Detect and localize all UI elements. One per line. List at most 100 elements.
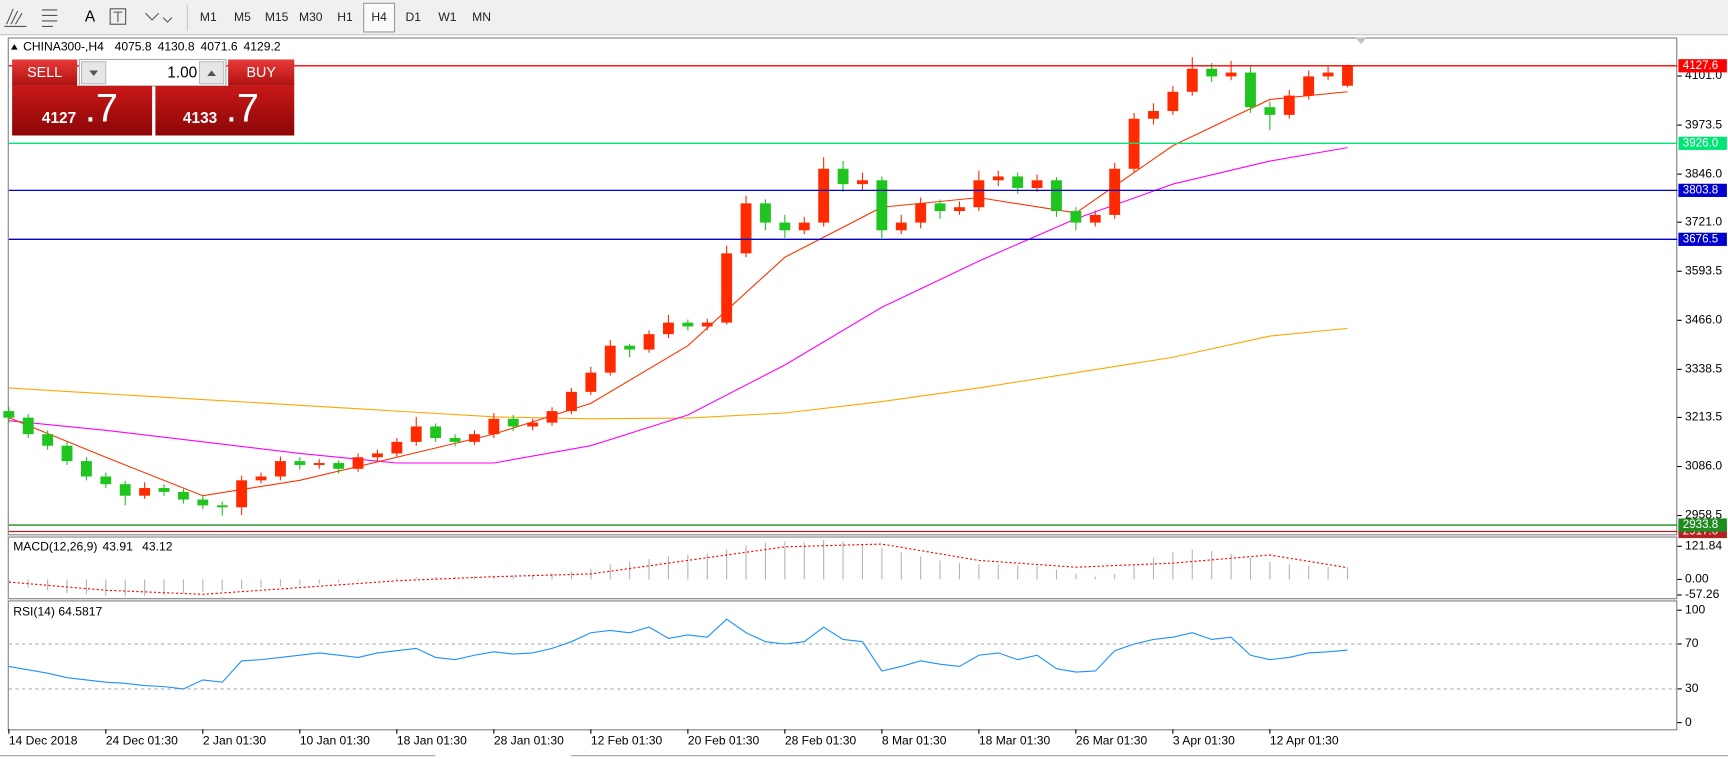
y-tick-label: 30 bbox=[1685, 681, 1699, 695]
x-tick-label: 18 Mar 01:30 bbox=[979, 734, 1051, 748]
ohlc-close: 4129.2 bbox=[244, 40, 281, 54]
y-tick-label: 121.84 bbox=[1685, 539, 1722, 553]
price-level-tag bbox=[1678, 136, 1727, 150]
candle-body bbox=[760, 203, 771, 223]
macd-signal bbox=[8, 543, 1348, 595]
candle-body bbox=[934, 203, 946, 212]
timeframe-button[interactable]: MN bbox=[472, 10, 491, 24]
candle-body bbox=[876, 180, 888, 231]
candle-body bbox=[197, 499, 209, 506]
y-tick-label: 3466.0 bbox=[1685, 313, 1722, 327]
icon-text-label[interactable] bbox=[109, 8, 127, 25]
timeframe-button[interactable]: M30 bbox=[299, 10, 323, 24]
y-tick-label: 100 bbox=[1685, 602, 1705, 616]
collapse-icon[interactable] bbox=[11, 44, 18, 50]
candle-body bbox=[721, 253, 733, 323]
lot-up-arrow bbox=[207, 70, 216, 77]
candle-body bbox=[992, 176, 1004, 181]
timeframe-button[interactable]: H1 bbox=[337, 10, 353, 24]
candle-body bbox=[779, 222, 791, 231]
y-tick-label: 3846.0 bbox=[1685, 166, 1722, 180]
y-tick-label: 3721.0 bbox=[1685, 214, 1722, 228]
price-level-tag bbox=[1678, 232, 1727, 246]
candle-body bbox=[1167, 91, 1179, 112]
candle-body bbox=[352, 457, 364, 469]
y-tick-label: 0.00 bbox=[1685, 572, 1709, 586]
x-tick-label: 20 Feb 01:30 bbox=[688, 734, 760, 748]
candle-body bbox=[604, 345, 616, 373]
candle-body bbox=[469, 434, 480, 442]
price-level-tag bbox=[1678, 518, 1727, 532]
timeframe-button[interactable]: M5 bbox=[234, 10, 251, 24]
buy-button[interactable] bbox=[228, 59, 295, 86]
candle-body bbox=[915, 203, 927, 223]
y-tick-label: 2958.5 bbox=[1685, 508, 1722, 522]
candle-body bbox=[1264, 107, 1276, 115]
timeframe-button[interactable]: D1 bbox=[406, 10, 422, 24]
lot-value[interactable]: 1.00 bbox=[167, 64, 197, 81]
candle-body bbox=[274, 461, 286, 477]
price-level-label: 4127.6 bbox=[1683, 60, 1718, 72]
icon-arrows[interactable] bbox=[145, 12, 173, 23]
toolbar-icons bbox=[4, 8, 173, 27]
y-tick-label: 3593.5 bbox=[1685, 263, 1722, 277]
buy-label[interactable]: BUY bbox=[246, 65, 276, 81]
timeframe-button[interactable]: W1 bbox=[438, 10, 456, 24]
candle-body bbox=[372, 453, 383, 458]
timeframe-button[interactable]: H4 bbox=[371, 10, 387, 24]
candle-body bbox=[22, 417, 34, 435]
x-tick-label: 12 Apr 01:30 bbox=[1270, 734, 1339, 748]
price-level-tag bbox=[1678, 59, 1727, 73]
candle-body bbox=[80, 461, 92, 477]
timeframe-button[interactable]: M1 bbox=[200, 10, 217, 24]
candle-body bbox=[119, 484, 131, 496]
price-level-label: 2933.8 bbox=[1683, 519, 1718, 531]
candle-body bbox=[682, 322, 694, 327]
sell-button[interactable] bbox=[12, 59, 78, 86]
candle-body bbox=[1012, 176, 1024, 188]
candle-body bbox=[3, 411, 15, 418]
y-tick-label: 3086.0 bbox=[1685, 459, 1722, 473]
y-tick-label: 70 bbox=[1685, 636, 1699, 650]
chart-shift-marker[interactable] bbox=[1355, 37, 1367, 45]
y-tick-label: 3973.5 bbox=[1685, 117, 1722, 131]
candle-body bbox=[1148, 111, 1159, 119]
ask-box[interactable] bbox=[155, 85, 295, 136]
y-tick-label: 0 bbox=[1685, 715, 1692, 729]
x-tick-label: 18 Jan 01:30 bbox=[397, 734, 467, 748]
price-level-label: 3803.8 bbox=[1683, 184, 1718, 196]
timeframe-active bbox=[363, 2, 396, 33]
x-tick-label: 12 Feb 01:30 bbox=[591, 734, 663, 748]
candle-body bbox=[1206, 68, 1218, 77]
icon-text[interactable]: A bbox=[85, 9, 96, 26]
icon-text-label-t bbox=[113, 11, 123, 23]
candle-body bbox=[1225, 72, 1237, 77]
timeframe-button[interactable]: M15 bbox=[265, 10, 289, 24]
rsi-line bbox=[8, 618, 1348, 690]
candle-body bbox=[158, 488, 170, 492]
ask-frac[interactable]: .7 bbox=[226, 87, 259, 131]
candle-body bbox=[255, 476, 267, 481]
candle-body bbox=[216, 505, 228, 508]
candle-body bbox=[1089, 214, 1101, 223]
candle-body bbox=[391, 441, 403, 454]
bid-frac[interactable]: .7 bbox=[85, 87, 118, 131]
ask-main[interactable]: 4133 bbox=[183, 110, 218, 127]
icon-lines[interactable] bbox=[4, 8, 27, 27]
price-level-tag bbox=[1678, 183, 1727, 197]
candle-body bbox=[1109, 168, 1121, 215]
candle-body bbox=[818, 168, 830, 223]
candle-body bbox=[236, 480, 248, 508]
candle-body bbox=[1070, 211, 1082, 223]
candle-body bbox=[177, 491, 189, 500]
candle-body bbox=[566, 391, 577, 412]
rsi-title: RSI(14) bbox=[13, 605, 55, 619]
sell-label[interactable]: SELL bbox=[27, 65, 62, 81]
icon-fibo[interactable] bbox=[41, 9, 58, 27]
x-tick-label: 26 Mar 01:30 bbox=[1076, 734, 1148, 748]
candle-body bbox=[61, 445, 73, 462]
candle-body bbox=[643, 334, 655, 350]
bid-box[interactable] bbox=[12, 85, 153, 136]
bid-main[interactable]: 4127 bbox=[42, 110, 76, 127]
candle-body bbox=[973, 180, 985, 208]
